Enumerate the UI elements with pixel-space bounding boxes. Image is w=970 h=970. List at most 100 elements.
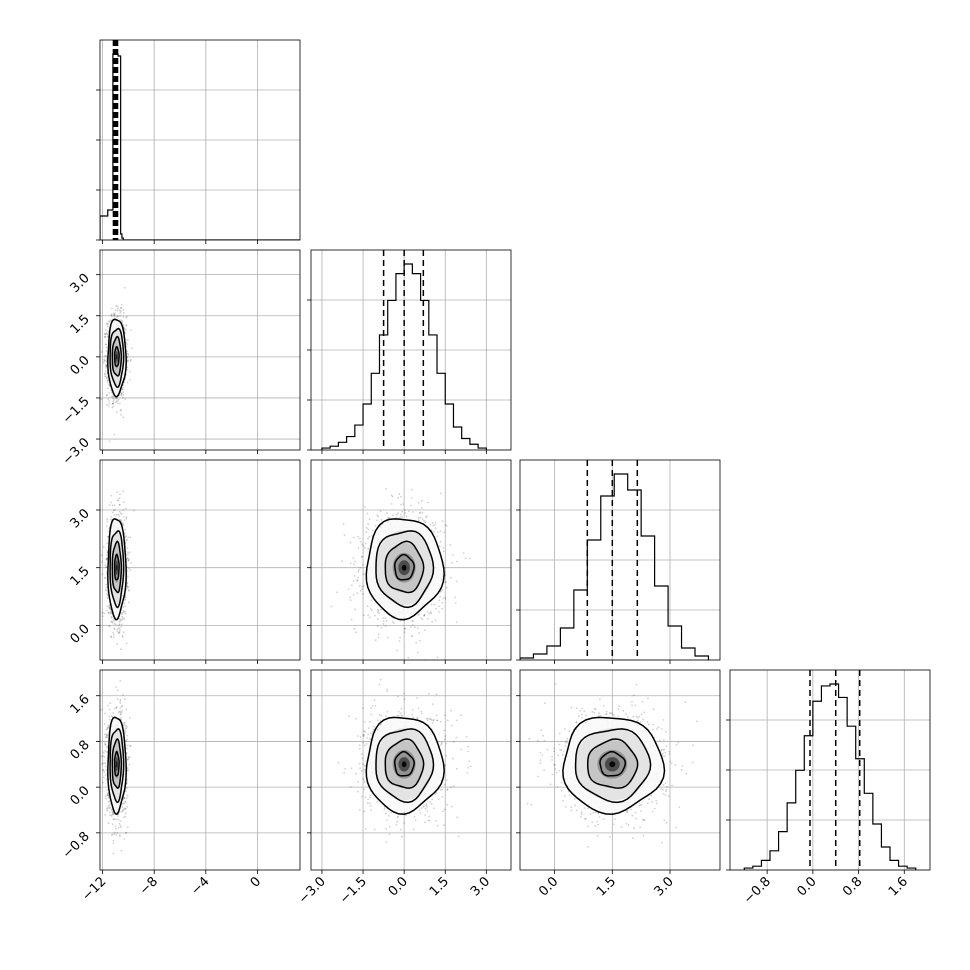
sample-point — [123, 515, 125, 518]
sample-point — [103, 770, 106, 773]
sample-point — [107, 822, 110, 824]
sample-point — [122, 611, 125, 614]
sample-point — [107, 387, 109, 390]
sample-point — [352, 557, 355, 559]
sample-point — [433, 524, 436, 526]
sample-point — [127, 359, 129, 362]
sample-point — [410, 497, 413, 499]
sample-point — [106, 734, 109, 737]
sample-point — [357, 535, 360, 538]
sample-point — [122, 610, 125, 613]
sample-point — [126, 725, 128, 728]
sample-point — [374, 614, 376, 617]
sample-point — [403, 617, 406, 620]
histogram-panel-0 — [96, 39, 301, 244]
sample-point — [110, 389, 112, 392]
sample-point — [359, 537, 361, 540]
sample-point — [462, 552, 465, 554]
sample-point — [410, 488, 413, 491]
sample-point — [113, 622, 116, 625]
sample-point — [126, 538, 129, 541]
sample-point — [431, 522, 434, 524]
sample-point — [107, 330, 109, 333]
sample-point — [418, 632, 420, 634]
sample-point — [124, 790, 127, 793]
sample-point — [423, 614, 426, 617]
sample-point — [387, 516, 389, 519]
sample-point — [118, 621, 121, 623]
sample-point — [357, 570, 360, 573]
sample-point — [122, 636, 124, 638]
sample-point — [122, 802, 124, 805]
sample-point — [121, 615, 123, 618]
sample-point — [417, 519, 420, 521]
histogram-step — [100, 53, 300, 240]
sample-point — [108, 606, 111, 608]
sample-point — [106, 594, 109, 596]
sample-point — [364, 542, 367, 545]
sample-point — [359, 567, 362, 569]
sample-point — [341, 560, 344, 562]
density-level — [401, 564, 407, 571]
sample-point — [451, 561, 453, 564]
sample-point — [119, 409, 122, 412]
sample-point — [127, 601, 130, 604]
sample-point — [127, 339, 129, 342]
sample-point — [378, 612, 380, 615]
sample-point — [444, 598, 447, 600]
sample-point — [105, 525, 108, 527]
sample-point — [125, 328, 127, 331]
sample-point — [118, 834, 121, 836]
y-tick-label: 0.0 — [68, 622, 93, 647]
sample-point — [434, 521, 437, 524]
sample-point — [122, 309, 125, 311]
sample-point — [111, 823, 114, 826]
sample-point — [397, 496, 399, 499]
sample-point — [106, 794, 109, 796]
sample-point — [361, 588, 364, 591]
sample-point — [105, 363, 107, 366]
sample-point — [376, 608, 379, 611]
sample-point — [105, 329, 107, 332]
sample-point — [120, 408, 123, 411]
sample-point — [125, 831, 128, 834]
sample-point — [123, 797, 126, 799]
sample-point — [127, 757, 130, 760]
sample-point — [123, 797, 126, 799]
sample-point — [120, 413, 122, 416]
sample-point — [110, 715, 113, 717]
sample-point — [109, 802, 112, 805]
sample-point — [126, 586, 129, 589]
sample-point — [126, 350, 129, 352]
scatter-panel-0-1: −3.0−1.50.01.53.0 — [60, 249, 301, 468]
sample-point — [114, 309, 117, 312]
sample-point — [469, 557, 471, 560]
sample-point — [104, 333, 107, 335]
density-level — [116, 564, 118, 571]
sample-point — [110, 621, 112, 623]
sample-point — [343, 534, 346, 536]
sample-point — [107, 535, 110, 538]
density-group — [100, 286, 133, 443]
sample-point — [104, 375, 106, 378]
histogram-step — [743, 683, 917, 870]
sample-point — [118, 624, 120, 626]
sample-point — [354, 560, 356, 563]
sample-point — [418, 613, 421, 616]
sample-point — [123, 602, 126, 605]
sample-point — [119, 628, 121, 631]
sample-point — [124, 729, 126, 732]
sample-point — [361, 585, 364, 588]
sample-point — [425, 515, 428, 518]
sample-point — [128, 589, 131, 591]
histogram-bars — [100, 40, 300, 240]
sample-point — [126, 316, 128, 318]
sample-point — [108, 624, 111, 627]
sample-point — [115, 818, 117, 821]
sample-point — [416, 651, 419, 654]
sample-point — [119, 700, 121, 702]
sample-point — [106, 379, 109, 382]
sample-point — [124, 532, 126, 534]
sample-point — [107, 398, 110, 401]
sample-point — [350, 618, 353, 621]
